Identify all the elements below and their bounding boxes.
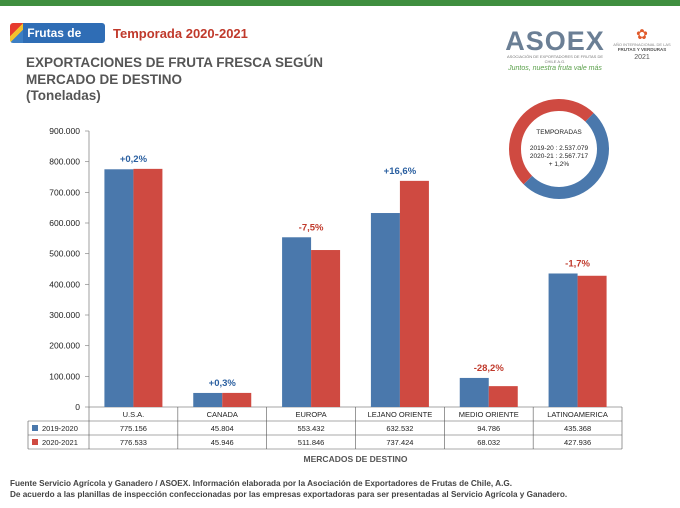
table-value: 45.946: [211, 438, 234, 447]
y-tick-label: 400.000: [49, 279, 80, 289]
bar-2020-2021: [222, 392, 252, 407]
table-value: 68.032: [477, 438, 500, 447]
change-annotation: +16,6%: [384, 166, 417, 177]
logo-text: Frutas de Chile: [23, 23, 105, 43]
y-tick-label: 900.000: [49, 126, 80, 136]
change-annotation: -28,2%: [474, 363, 505, 374]
season-totals-donut: TEMPORADAS 2019-20 : 2.537.079 2020-21 :…: [508, 98, 610, 200]
footer-line2: De acuerdo a las planillas de inspección…: [10, 490, 568, 499]
table-value: 435.368: [564, 424, 591, 433]
bar-2020-2021: [311, 250, 341, 407]
year-logo-line3: 2021: [634, 54, 650, 61]
donut-line1: 2019-20 : 2.537.079: [529, 145, 589, 152]
bar-2019-2020: [459, 377, 489, 407]
table-value: 776.533: [120, 438, 147, 447]
frutas-de-chile-logo: Frutas de Chile: [10, 23, 105, 43]
flower-icon: ✿: [636, 26, 648, 42]
asoex-subtitle: ASOCIACIÓN DE EXPORTADORES DE FRUTAS DE …: [506, 54, 603, 64]
change-annotation: +0,2%: [120, 154, 148, 165]
donut-line3: + 1,2%: [548, 161, 570, 168]
logo-badge-icon: [10, 23, 24, 43]
year-fruits-logo: ✿ AÑO INTERNACIONAL DE LAS FRUTAS Y VERD…: [612, 26, 672, 62]
x-category-label: MEDIO ORIENTE: [459, 410, 519, 419]
legend-label: 2020-2021: [42, 438, 78, 447]
legend-swatch: [32, 425, 38, 431]
x-category-label: U.S.A.: [123, 410, 145, 419]
table-value: 511.846: [298, 438, 325, 447]
page-title: EXPORTACIONES DE FRUTA FRESCA SEGÚN MERC…: [26, 54, 426, 88]
asoex-name: ASOEX: [505, 26, 605, 56]
y-tick-label: 800.000: [49, 157, 80, 167]
page-title-line2: MERCADO DE DESTINO: [26, 72, 183, 87]
table-value: 45.804: [211, 424, 234, 433]
x-category-label: LEJANO ORIENTE: [368, 410, 433, 419]
y-tick-label: 500.000: [49, 249, 80, 259]
x-category-label: EUROPA: [296, 410, 327, 419]
change-annotation: -1,7%: [565, 258, 590, 269]
y-tick-label: 100.000: [49, 371, 80, 381]
units-label: (Toneladas): [26, 88, 101, 103]
legend-swatch: [32, 439, 38, 445]
asoex-logo: ASOEX ASOCIACIÓN DE EXPORTADORES DE FRUT…: [505, 28, 605, 73]
y-tick-label: 600.000: [49, 218, 80, 228]
year-logo-line2: FRUTAS Y VERDURAS: [617, 47, 667, 52]
donut-slice: [523, 112, 609, 199]
y-tick-label: 0: [75, 402, 80, 412]
x-axis-title: MERCADOS DE DESTINO: [304, 454, 408, 464]
asoex-slogan: Juntos, nuestra fruta vale más: [508, 65, 602, 72]
bar-2020-2021: [133, 168, 163, 407]
x-category-label: LATINOAMERICA: [547, 410, 608, 419]
y-tick-label: 700.000: [49, 187, 80, 197]
bar-2019-2020: [282, 237, 312, 407]
bar-2019-2020: [193, 392, 223, 407]
table-value: 427.936: [564, 438, 591, 447]
page-title-line1: EXPORTACIONES DE FRUTA FRESCA SEGÚN: [26, 55, 324, 70]
top-accent-bar: [0, 0, 680, 6]
bar-2020-2021: [488, 386, 518, 407]
donut-text: TEMPORADAS 2019-20 : 2.537.079 2020-21 :…: [508, 98, 610, 200]
season-title: Temporada 2020-2021: [113, 26, 248, 41]
bar-2019-2020: [370, 213, 400, 407]
year-logo-line1: AÑO INTERNACIONAL DE LAS: [613, 42, 671, 47]
donut-chart: [509, 99, 609, 199]
donut-line2: 2020-21 : 2.567.717: [529, 153, 589, 160]
bar-2019-2020: [104, 169, 134, 407]
bar-2019-2020: [548, 273, 578, 407]
table-value: 553.432: [298, 424, 325, 433]
donut-center: [522, 112, 596, 186]
table-value: 737.424: [386, 438, 413, 447]
change-annotation: +0,3%: [209, 378, 237, 389]
table-value: 632.532: [386, 424, 413, 433]
y-tick-label: 200.000: [49, 341, 80, 351]
footer-line1: Fuente Servicio Agrícola y Ganadero / AS…: [10, 479, 512, 488]
donut-slice: [509, 99, 594, 185]
donut-title: TEMPORADAS: [536, 129, 582, 136]
table-value: 775.156: [120, 424, 147, 433]
y-tick-label: 300.000: [49, 310, 80, 320]
bar-2020-2021: [577, 275, 607, 407]
x-category-label: CANADA: [207, 410, 238, 419]
bar-2020-2021: [399, 180, 429, 407]
change-annotation: -7,5%: [299, 222, 324, 233]
table-value: 94.786: [477, 424, 500, 433]
source-footer: Fuente Servicio Agrícola y Ganadero / AS…: [10, 478, 675, 500]
legend-label: 2019-2020: [42, 424, 78, 433]
